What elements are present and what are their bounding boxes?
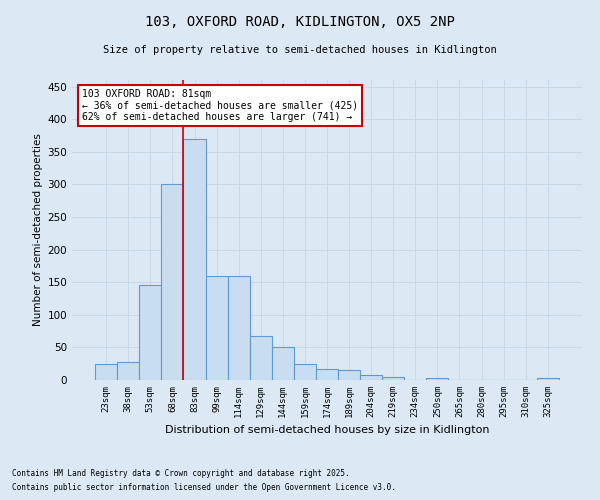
Bar [139,286,161,380]
Bar [427,378,448,380]
Text: Size of property relative to semi-detached houses in Kidlington: Size of property relative to semi-detach… [103,45,497,55]
Bar [206,276,227,380]
Bar [95,364,117,380]
Bar [250,336,272,380]
Bar [161,184,184,380]
Bar [316,369,338,380]
Text: Contains HM Land Registry data © Crown copyright and database right 2025.: Contains HM Land Registry data © Crown c… [12,468,350,477]
Text: 103, OXFORD ROAD, KIDLINGTON, OX5 2NP: 103, OXFORD ROAD, KIDLINGTON, OX5 2NP [145,15,455,29]
Bar [338,370,360,380]
Bar [537,378,559,380]
Bar [272,348,294,380]
Bar [184,138,206,380]
Text: 103 OXFORD ROAD: 81sqm
← 36% of semi-detached houses are smaller (425)
62% of se: 103 OXFORD ROAD: 81sqm ← 36% of semi-det… [82,89,358,122]
Bar [360,376,382,380]
Y-axis label: Number of semi-detached properties: Number of semi-detached properties [33,134,43,326]
Bar [227,276,250,380]
Bar [294,364,316,380]
Text: Contains public sector information licensed under the Open Government Licence v3: Contains public sector information licen… [12,484,396,492]
Bar [117,362,139,380]
X-axis label: Distribution of semi-detached houses by size in Kidlington: Distribution of semi-detached houses by … [165,426,489,436]
Bar [382,376,404,380]
